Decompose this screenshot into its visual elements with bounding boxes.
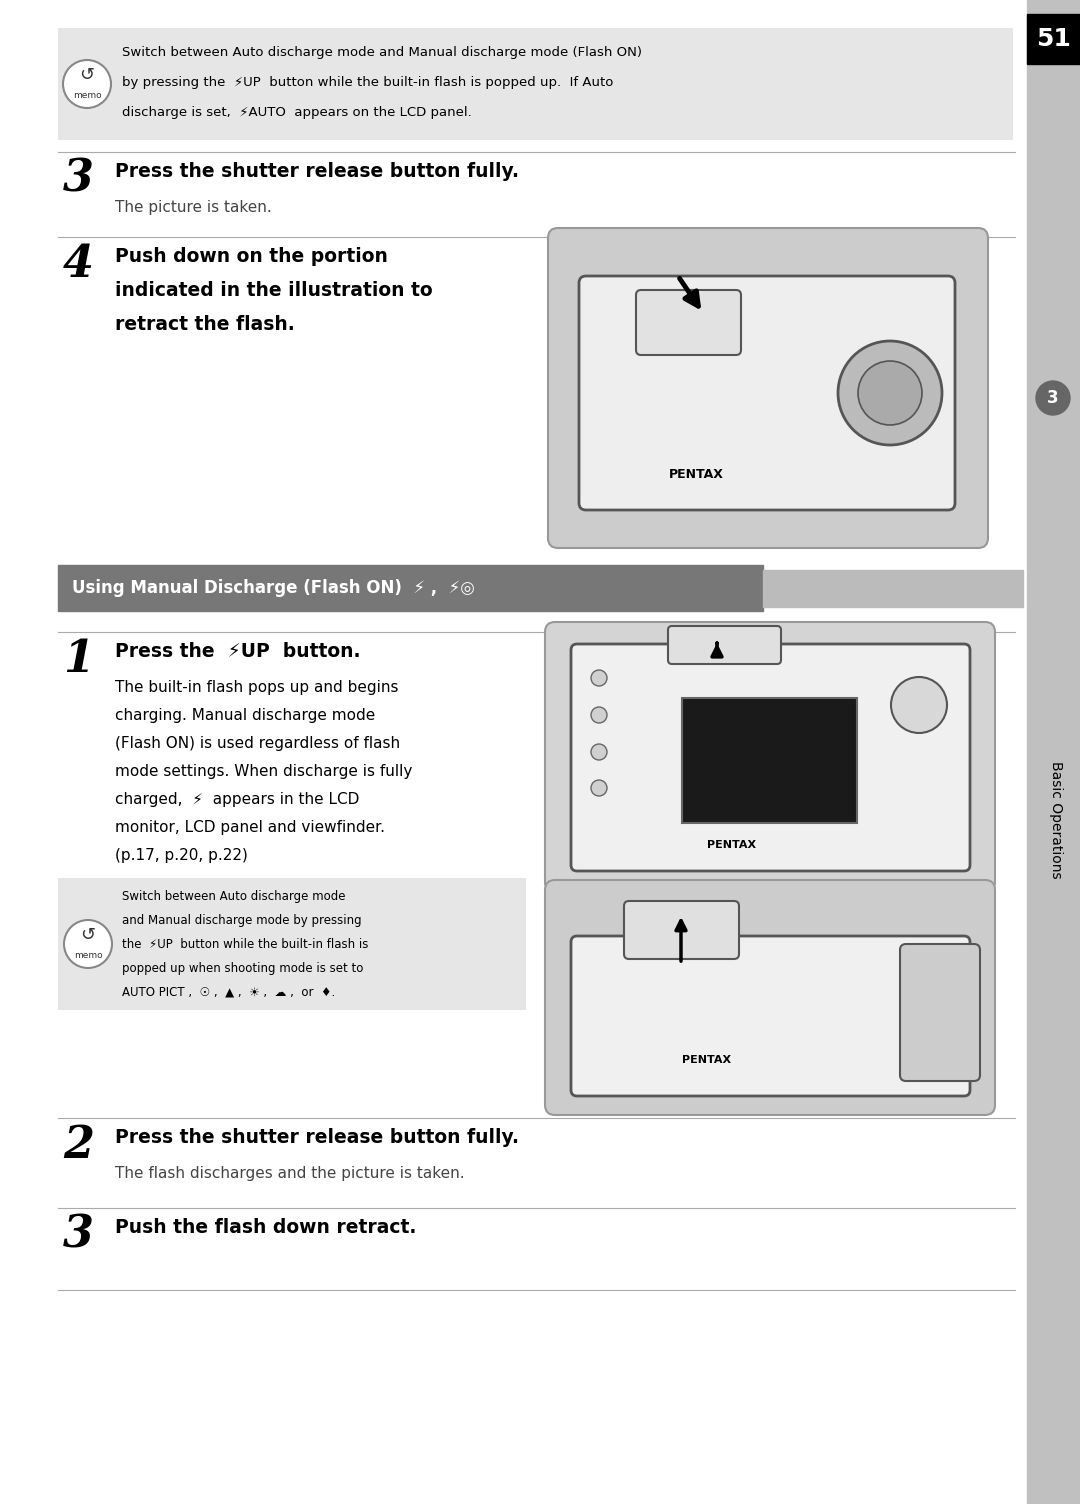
- Circle shape: [1036, 381, 1070, 415]
- Circle shape: [591, 744, 607, 760]
- Circle shape: [591, 781, 607, 796]
- Text: and Manual discharge mode by pressing: and Manual discharge mode by pressing: [122, 914, 362, 926]
- Text: Press the  ⚡UP  button.: Press the ⚡UP button.: [114, 642, 361, 660]
- Bar: [58, 878, 526, 1011]
- Text: The flash discharges and the picture is taken.: The flash discharges and the picture is …: [114, 1166, 464, 1181]
- Text: Push the flash down retract.: Push the flash down retract.: [114, 1218, 417, 1236]
- Text: 2: 2: [63, 1123, 94, 1167]
- Bar: [681, 698, 858, 823]
- Text: charged,  ⚡  appears in the LCD: charged, ⚡ appears in the LCD: [114, 793, 360, 808]
- Text: 3: 3: [1048, 390, 1058, 408]
- Text: mode settings. When discharge is fully: mode settings. When discharge is fully: [114, 764, 413, 779]
- FancyBboxPatch shape: [545, 880, 995, 1114]
- Text: memo: memo: [73, 951, 103, 960]
- Text: retract the flash.: retract the flash.: [114, 314, 295, 334]
- Text: charging. Manual discharge mode: charging. Manual discharge mode: [114, 708, 375, 723]
- Text: monitor, LCD panel and viewfinder.: monitor, LCD panel and viewfinder.: [114, 820, 384, 835]
- Text: PENTAX: PENTAX: [683, 1054, 731, 1065]
- Circle shape: [63, 60, 111, 108]
- Circle shape: [591, 707, 607, 723]
- Text: discharge is set,  ⚡AUTO  appears on the LCD panel.: discharge is set, ⚡AUTO appears on the L…: [122, 105, 472, 119]
- Text: AUTO PICT ,  ☉ ,  ▲ ,  ☀ ,  ☁ ,  or  ♦.: AUTO PICT , ☉ , ▲ , ☀ , ☁ , or ♦.: [122, 987, 335, 999]
- FancyBboxPatch shape: [571, 644, 970, 871]
- Text: indicated in the illustration to: indicated in the illustration to: [114, 281, 433, 299]
- Circle shape: [858, 361, 922, 426]
- Text: Switch between Auto discharge mode and Manual discharge mode (Flash ON): Switch between Auto discharge mode and M…: [122, 47, 642, 59]
- FancyBboxPatch shape: [571, 935, 970, 1096]
- Text: by pressing the  ⚡UP  button while the built-in flash is popped up.  If Auto: by pressing the ⚡UP button while the bui…: [122, 77, 613, 89]
- FancyBboxPatch shape: [669, 626, 781, 663]
- Text: 3: 3: [63, 1214, 94, 1257]
- Bar: [1027, 0, 1080, 1504]
- Circle shape: [64, 920, 112, 969]
- Text: 3: 3: [63, 158, 94, 202]
- FancyBboxPatch shape: [545, 623, 995, 892]
- Text: Basic Operations: Basic Operations: [1049, 761, 1063, 878]
- Bar: [58, 29, 1013, 140]
- Circle shape: [591, 669, 607, 686]
- Text: the  ⚡UP  button while the built-in flash is: the ⚡UP button while the built-in flash …: [122, 938, 368, 951]
- Text: ↺: ↺: [80, 926, 95, 945]
- Text: PENTAX: PENTAX: [707, 841, 757, 850]
- FancyBboxPatch shape: [624, 901, 739, 960]
- Text: 51: 51: [1036, 27, 1070, 51]
- Circle shape: [891, 677, 947, 732]
- Text: Switch between Auto discharge mode: Switch between Auto discharge mode: [122, 890, 346, 902]
- Bar: [58, 566, 762, 611]
- Bar: [1027, 14, 1080, 65]
- Text: The built-in flash pops up and begins: The built-in flash pops up and begins: [114, 680, 399, 695]
- Text: 1: 1: [63, 638, 94, 681]
- Text: memo: memo: [72, 90, 102, 99]
- Bar: [762, 570, 1023, 608]
- FancyBboxPatch shape: [900, 945, 980, 1081]
- Text: The picture is taken.: The picture is taken.: [114, 200, 272, 215]
- Text: popped up when shooting mode is set to: popped up when shooting mode is set to: [122, 963, 363, 975]
- Text: Press the shutter release button fully.: Press the shutter release button fully.: [114, 162, 519, 180]
- Text: Press the shutter release button fully.: Press the shutter release button fully.: [114, 1128, 519, 1148]
- Text: (p.17, p.20, p.22): (p.17, p.20, p.22): [114, 848, 248, 863]
- FancyBboxPatch shape: [636, 290, 741, 355]
- FancyBboxPatch shape: [579, 277, 955, 510]
- Text: 4: 4: [63, 244, 94, 286]
- Text: Push down on the portion: Push down on the portion: [114, 247, 388, 266]
- Text: Using Manual Discharge (Flash ON)  ⚡ ,  ⚡◎: Using Manual Discharge (Flash ON) ⚡ , ⚡◎: [72, 579, 475, 597]
- Text: (Flash ON) is used regardless of flash: (Flash ON) is used regardless of flash: [114, 735, 400, 750]
- Text: PENTAX: PENTAX: [669, 469, 724, 481]
- FancyBboxPatch shape: [548, 229, 988, 547]
- Text: ↺: ↺: [80, 66, 95, 84]
- Circle shape: [838, 341, 942, 445]
